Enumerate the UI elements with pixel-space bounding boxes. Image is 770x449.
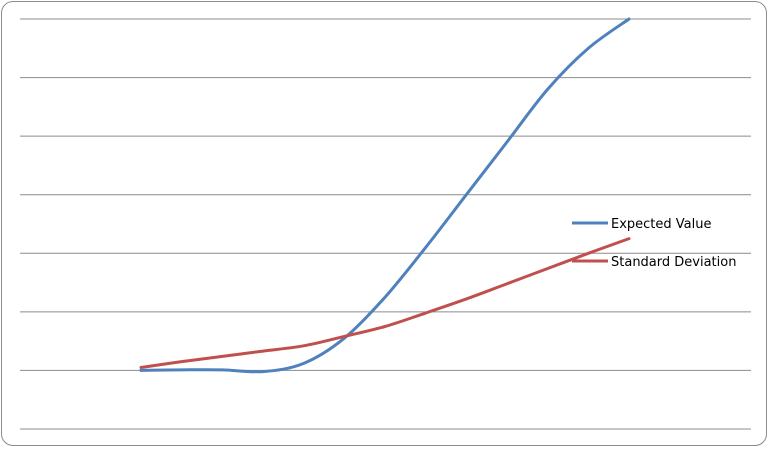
series-line-standard-deviation bbox=[139, 237, 631, 369]
legend-label-expected-value: Expected Value bbox=[611, 217, 711, 232]
legend: Expected Value Standard Deviation bbox=[572, 217, 736, 270]
legend-label-standard-deviation: Standard Deviation bbox=[611, 255, 736, 270]
series-line-expected-value bbox=[139, 17, 631, 374]
series-layer bbox=[139, 17, 631, 374]
